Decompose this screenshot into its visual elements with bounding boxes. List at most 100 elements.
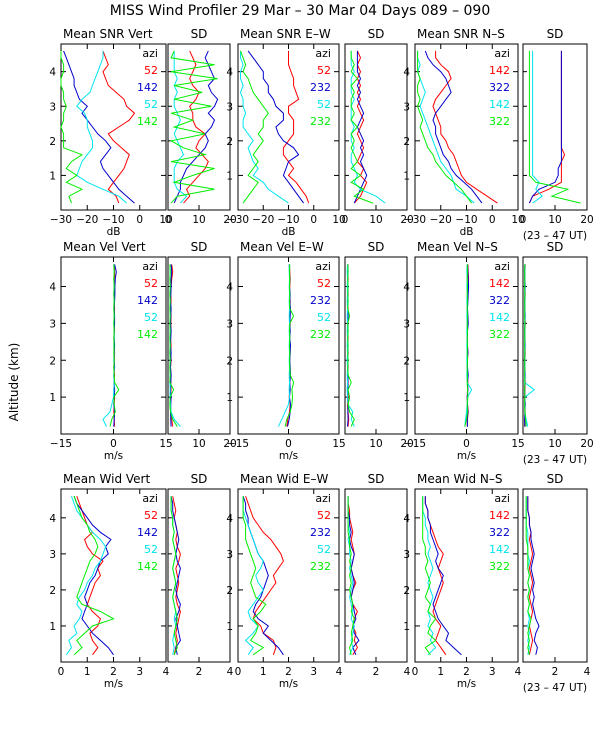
panel-vel-2: Mean Vel N–S −15 0 15 m/s 1 2 3 4 azi 142 322 142 322… xyxy=(403,240,593,462)
y-tick-label: 3 xyxy=(49,549,56,561)
sd-series-blue xyxy=(528,50,562,204)
legend-entry-green: 232 xyxy=(310,560,331,573)
panel-vel-1: Mean Vel E–W −15 0 15 m/s 1 2 3 4 azi 52 232 52 232 SD… xyxy=(226,240,413,462)
sd-series-green xyxy=(524,264,527,427)
mean-series-green xyxy=(73,496,115,656)
y-tick-label: 4 xyxy=(49,513,56,525)
x-tick-label: −15 xyxy=(404,438,426,450)
x-tick-label: 4 xyxy=(163,666,170,678)
sd-x-tick-label: 10 xyxy=(548,214,561,226)
x-tick-label: −15 xyxy=(227,438,249,450)
sd-series-green xyxy=(528,50,581,204)
x-axis-unit: m/s xyxy=(457,678,476,690)
y-tick-label: 4 xyxy=(226,67,233,79)
mean-series-red xyxy=(432,50,498,204)
legend-entry-green: 232 xyxy=(310,115,331,128)
legend-entry-cyan: 142 xyxy=(489,311,510,324)
mean-series-green xyxy=(60,50,84,204)
y-tick-label: 2 xyxy=(49,136,56,148)
sd-panel-title: SD xyxy=(191,240,208,254)
x-tick-label: 1 xyxy=(260,666,267,678)
legend-entry-green: 142 xyxy=(137,328,158,341)
x-tick-label: 4 xyxy=(515,666,522,678)
mean-panel-title: Mean Vel Vert xyxy=(63,240,146,254)
mean-series-green xyxy=(422,496,437,656)
sd-x-tick-label: 2 xyxy=(196,666,203,678)
legend-entry-blue: 322 xyxy=(489,81,510,94)
sd-panel-title: SD xyxy=(368,472,385,486)
sd-series-blue xyxy=(173,50,219,204)
legend-entry-blue: 322 xyxy=(489,294,510,307)
y-tick-label: 2 xyxy=(226,355,233,367)
y-tick-label: 1 xyxy=(226,621,233,633)
sd-x-tick-label: 20 xyxy=(400,438,413,450)
y-tick-label: 3 xyxy=(226,101,233,113)
mean-series-blue xyxy=(242,496,284,656)
sd-x-tick-label: 10 xyxy=(369,214,382,226)
panel-snr-2: Mean SNR N–S−30 −20 −10 0 10dB1234azi1423221… xyxy=(403,27,593,238)
sd-plot-frame xyxy=(167,256,231,435)
legend-entry-green: 322 xyxy=(489,560,510,573)
x-tick-label: −10 xyxy=(102,214,124,226)
time-note: (23 – 47 UT) xyxy=(523,454,587,466)
legend-header: azi xyxy=(315,47,331,60)
x-tick-label: −20 xyxy=(252,214,274,226)
x-tick-label: 0 xyxy=(310,214,317,226)
x-tick-label: 15 xyxy=(511,438,524,450)
y-tick-label: 1 xyxy=(49,392,56,404)
x-tick-label: 2 xyxy=(110,666,117,678)
mean-panel-title: Mean SNR E–W xyxy=(240,27,331,41)
y-tick-label: 2 xyxy=(403,585,410,597)
y-tick-label: 4 xyxy=(403,282,410,294)
legend-entry-red: 142 xyxy=(489,277,510,290)
legend-entry-cyan: 52 xyxy=(317,98,331,111)
y-tick-label: 3 xyxy=(49,318,56,330)
legend-entry-red: 52 xyxy=(144,277,158,290)
y-tick-label: 2 xyxy=(403,355,410,367)
time-note: (23 – 47 UT) xyxy=(523,682,587,694)
y-tick-label: 4 xyxy=(403,513,410,525)
sd-plot-frame xyxy=(522,256,588,435)
x-tick-label: 10 xyxy=(511,214,524,226)
panel-snr-1: Mean SNR E–W−30 −20 −10 0 10dB1234azi5223252… xyxy=(226,27,413,238)
sd-panel-title: SD xyxy=(547,240,564,254)
legend-entry-green: 142 xyxy=(137,560,158,573)
panel-wid-2: Mean Wid N–S 0 1 2 3 4 m/s 1 2 3 4 azi 142 322 142 322 S… xyxy=(403,472,590,690)
y-tick-label: 3 xyxy=(403,549,410,561)
mean-series-blue xyxy=(247,50,305,204)
y-tick-label: 1 xyxy=(403,170,410,182)
sd-series-green xyxy=(169,264,178,427)
x-tick-label: −10 xyxy=(455,214,477,226)
legend-entry-red: 142 xyxy=(489,64,510,77)
y-tick-label: 2 xyxy=(403,136,410,148)
legend-entry-red: 52 xyxy=(144,64,158,77)
sd-series-cyan xyxy=(532,50,543,204)
mean-series-cyan xyxy=(277,264,291,427)
legend-entry-blue: 142 xyxy=(137,526,158,539)
sd-x-tick-label: 20 xyxy=(223,438,236,450)
x-axis-unit: m/s xyxy=(279,450,298,462)
mean-series-cyan xyxy=(76,50,127,204)
y-tick-label: 3 xyxy=(403,318,410,330)
x-tick-label: −15 xyxy=(50,438,72,450)
legend-entry-blue: 142 xyxy=(137,294,158,307)
sd-x-tick-label: 20 xyxy=(223,214,236,226)
y-tick-label: 3 xyxy=(226,549,233,561)
x-tick-label: 0 xyxy=(489,214,496,226)
mean-series-red xyxy=(76,496,104,656)
sd-x-tick-label: 4 xyxy=(227,666,234,678)
mean-series-blue xyxy=(63,50,135,204)
x-tick-label: 3 xyxy=(136,666,143,678)
legend-entry-blue: 142 xyxy=(137,81,158,94)
sd-x-tick-label: 10 xyxy=(369,438,382,450)
legend-header: azi xyxy=(494,260,510,273)
x-tick-label: 0 xyxy=(58,666,65,678)
y-tick-label: 4 xyxy=(226,282,233,294)
legend-entry-cyan: 52 xyxy=(317,311,331,324)
legend-header: azi xyxy=(315,492,331,505)
sd-panel-title: SD xyxy=(191,27,208,41)
legend-header: azi xyxy=(494,492,510,505)
x-tick-label: 3 xyxy=(310,666,317,678)
legend-header: azi xyxy=(315,260,331,273)
mean-series-red xyxy=(245,496,284,655)
